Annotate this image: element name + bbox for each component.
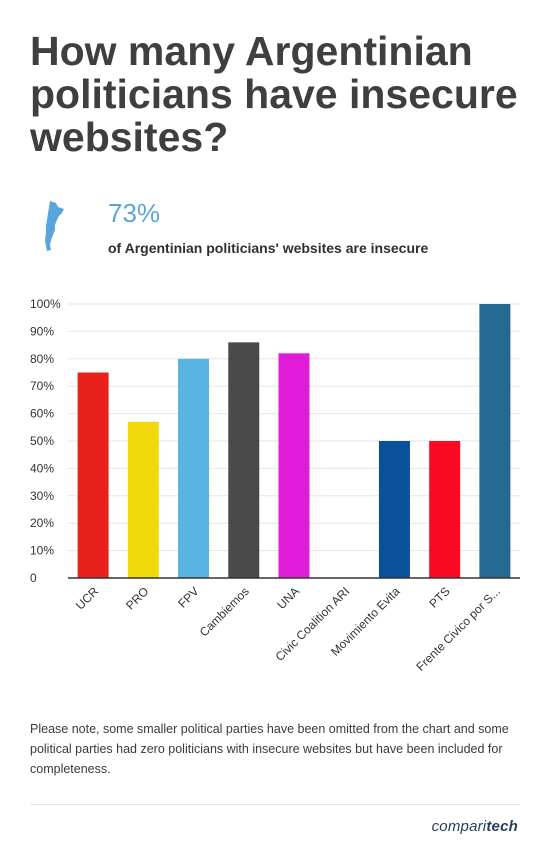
y-tick-label: 100%: [30, 297, 61, 311]
y-tick-label: 90%: [30, 324, 54, 338]
y-tick-label: 40%: [30, 461, 54, 475]
bar: [429, 441, 461, 578]
bar: [278, 353, 310, 578]
bar: [378, 441, 410, 578]
bar-chart: 0 10% 20% 30% 40% 50% 60% 70% 80% 90% 100% UCR PRO FP…: [30, 297, 520, 674]
x-tick-label: FPV: [175, 584, 201, 610]
x-tick-label: UCR: [73, 584, 102, 613]
bar: [178, 358, 210, 578]
x-tick-label: Frente Civico por S...: [413, 584, 503, 674]
x-tick-label: Cambiemos: [197, 584, 252, 639]
stat-value: 73%: [108, 198, 161, 228]
y-tick-label: 70%: [30, 379, 54, 393]
bar: [127, 421, 159, 578]
footnote: Please note, some smaller political part…: [30, 722, 509, 776]
y-tick-label: 80%: [30, 352, 54, 366]
bar: [77, 372, 109, 578]
page-title: How many Argentinian politicians have in…: [30, 28, 518, 160]
divider: [30, 804, 520, 805]
stat-text: of Argentinian politicians' websites are…: [108, 240, 429, 256]
x-tick-label: PTS: [426, 584, 452, 610]
y-tick-label: 60%: [30, 407, 54, 421]
argentina-map-icon: [45, 201, 64, 251]
bar: [228, 342, 260, 578]
x-tick-label: UNA: [274, 584, 302, 612]
x-tick-label: PRO: [123, 584, 151, 612]
y-tick-label: 0: [30, 571, 37, 585]
y-tick-label: 10%: [30, 544, 54, 558]
bar: [479, 304, 511, 578]
y-tick-label: 50%: [30, 434, 54, 448]
comparitech-logo: comparitech: [431, 818, 518, 835]
y-tick-label: 30%: [30, 489, 54, 503]
y-tick-label: 20%: [30, 516, 54, 530]
